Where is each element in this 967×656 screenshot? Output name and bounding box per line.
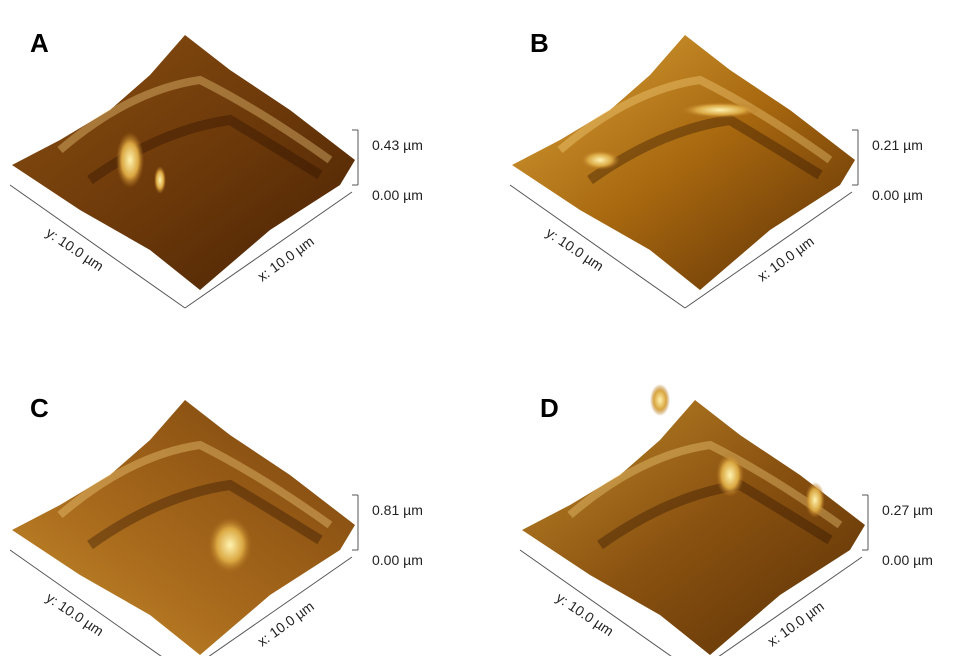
peak [716,453,744,497]
panel-label: B [530,28,549,58]
x-axis-label: x: 10.0 µm [254,233,317,285]
y-axis-label: y: 10.0 µm [43,589,106,639]
z-bottom-label: 0.00 µm [872,187,923,203]
panel-label: C [30,393,49,423]
z-bottom-label: 0.00 µm [372,552,423,568]
peak [208,517,252,573]
z-top-label: 0.21 µm [872,137,923,153]
peak [580,150,620,170]
peak [805,482,825,518]
afm-panel: B 0.21 µm 0.00 µm y: 10.0 µm x: 10.0 µm [510,28,923,308]
z-bottom-label: 0.00 µm [372,187,423,203]
z-top-label: 0.43 µm [372,137,423,153]
afm-panel: C 0.81 µm 0.00 µm y: 10.0 µm x: 10.0 µm [10,393,423,656]
panel-label: D [540,393,559,423]
x-axis-label: x: 10.0 µm [764,598,827,650]
x-axis-label: x: 10.0 µm [254,598,317,650]
panel-label: A [30,28,49,58]
peak [116,132,144,188]
peak [650,384,670,416]
peak [154,166,166,194]
y-axis-label: y: 10.0 µm [43,224,106,274]
z-top-label: 0.27 µm [882,502,933,518]
y-axis-label: y: 10.0 µm [553,589,616,639]
afm-panel: A 0.43 µm 0.00 µm y: 10.0 µm x: 10.0 µm [10,28,423,308]
z-bottom-label: 0.00 µm [882,552,933,568]
y-axis-label: y: 10.0 µm [543,224,606,274]
x-axis-label: x: 10.0 µm [754,233,817,285]
peak [680,102,760,118]
z-top-label: 0.81 µm [372,502,423,518]
afm-panel: D 0.27 µm 0.00 µm y: 10.0 µm x: 10.0 µm [520,384,933,656]
figure: A 0.43 µm 0.00 µm y: 10.0 µm x: 10.0 µm B 0.21… [0,0,967,656]
